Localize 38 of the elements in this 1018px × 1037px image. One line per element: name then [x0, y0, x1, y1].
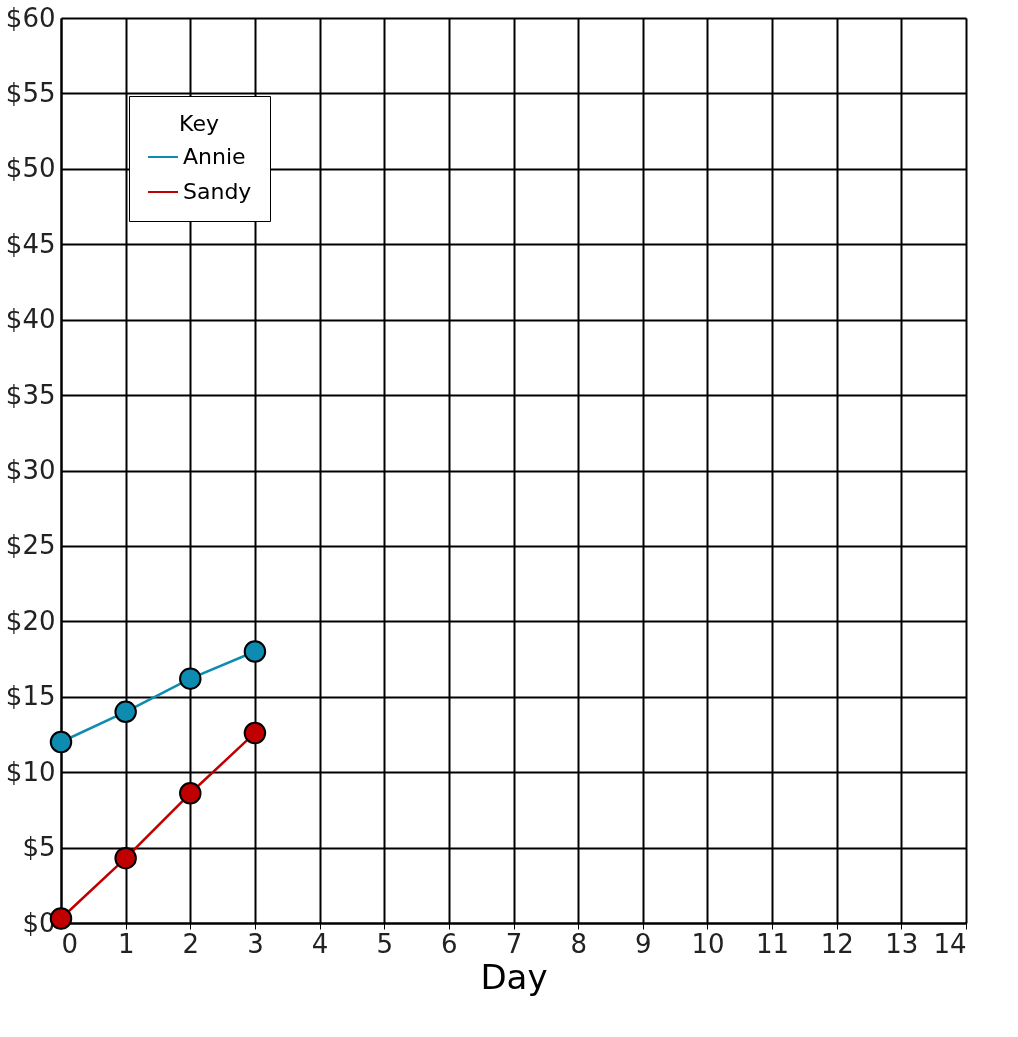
point: [243, 721, 267, 745]
x-tick-label: 0: [61, 928, 79, 959]
y-tick-label: $10: [5, 756, 56, 787]
y-tick-label: $30: [5, 455, 56, 485]
legend-label: Sandy: [183, 179, 252, 204]
x-tick-label: 13: [885, 928, 919, 959]
point: [49, 730, 73, 754]
x-tick-label: 9: [635, 928, 652, 959]
point: [114, 846, 137, 870]
legend-label: Annie: [183, 144, 246, 169]
x-tick-label: 11: [756, 928, 790, 959]
y-tick-label: $40: [5, 304, 56, 335]
point: [179, 667, 202, 690]
point: [179, 782, 202, 805]
x-tick-label: 14: [933, 928, 967, 959]
x-tick-label: 7: [505, 928, 523, 959]
y-tick-label: $50: [5, 153, 56, 184]
x-tick-label: 3: [247, 928, 264, 959]
x-tick-label: 4: [311, 928, 329, 959]
legend-title: Key: [179, 111, 219, 136]
x-tick-label: 2: [182, 928, 200, 959]
y-tick-label: $5: [22, 832, 56, 863]
y-tick-label: $45: [5, 228, 56, 259]
y-tick-label: $25: [5, 530, 56, 561]
x-tick-label: 8: [570, 928, 587, 959]
x-tick-label: 1: [117, 928, 135, 959]
x-tick-label: 12: [820, 928, 854, 959]
y-tick-label: $55: [5, 77, 56, 108]
y-tick-label: $60: [5, 2, 56, 33]
x-tick-label: 5: [376, 928, 393, 959]
y-tick-label: $20: [5, 605, 56, 636]
point: [114, 700, 137, 724]
x-tick-label: 6: [441, 928, 458, 959]
x-axis-title: Day: [480, 956, 548, 997]
y-tick-label: $15: [5, 681, 56, 712]
y-tick-label: $35: [5, 379, 56, 410]
x-tick-label: 10: [691, 928, 725, 959]
point: [243, 640, 267, 663]
